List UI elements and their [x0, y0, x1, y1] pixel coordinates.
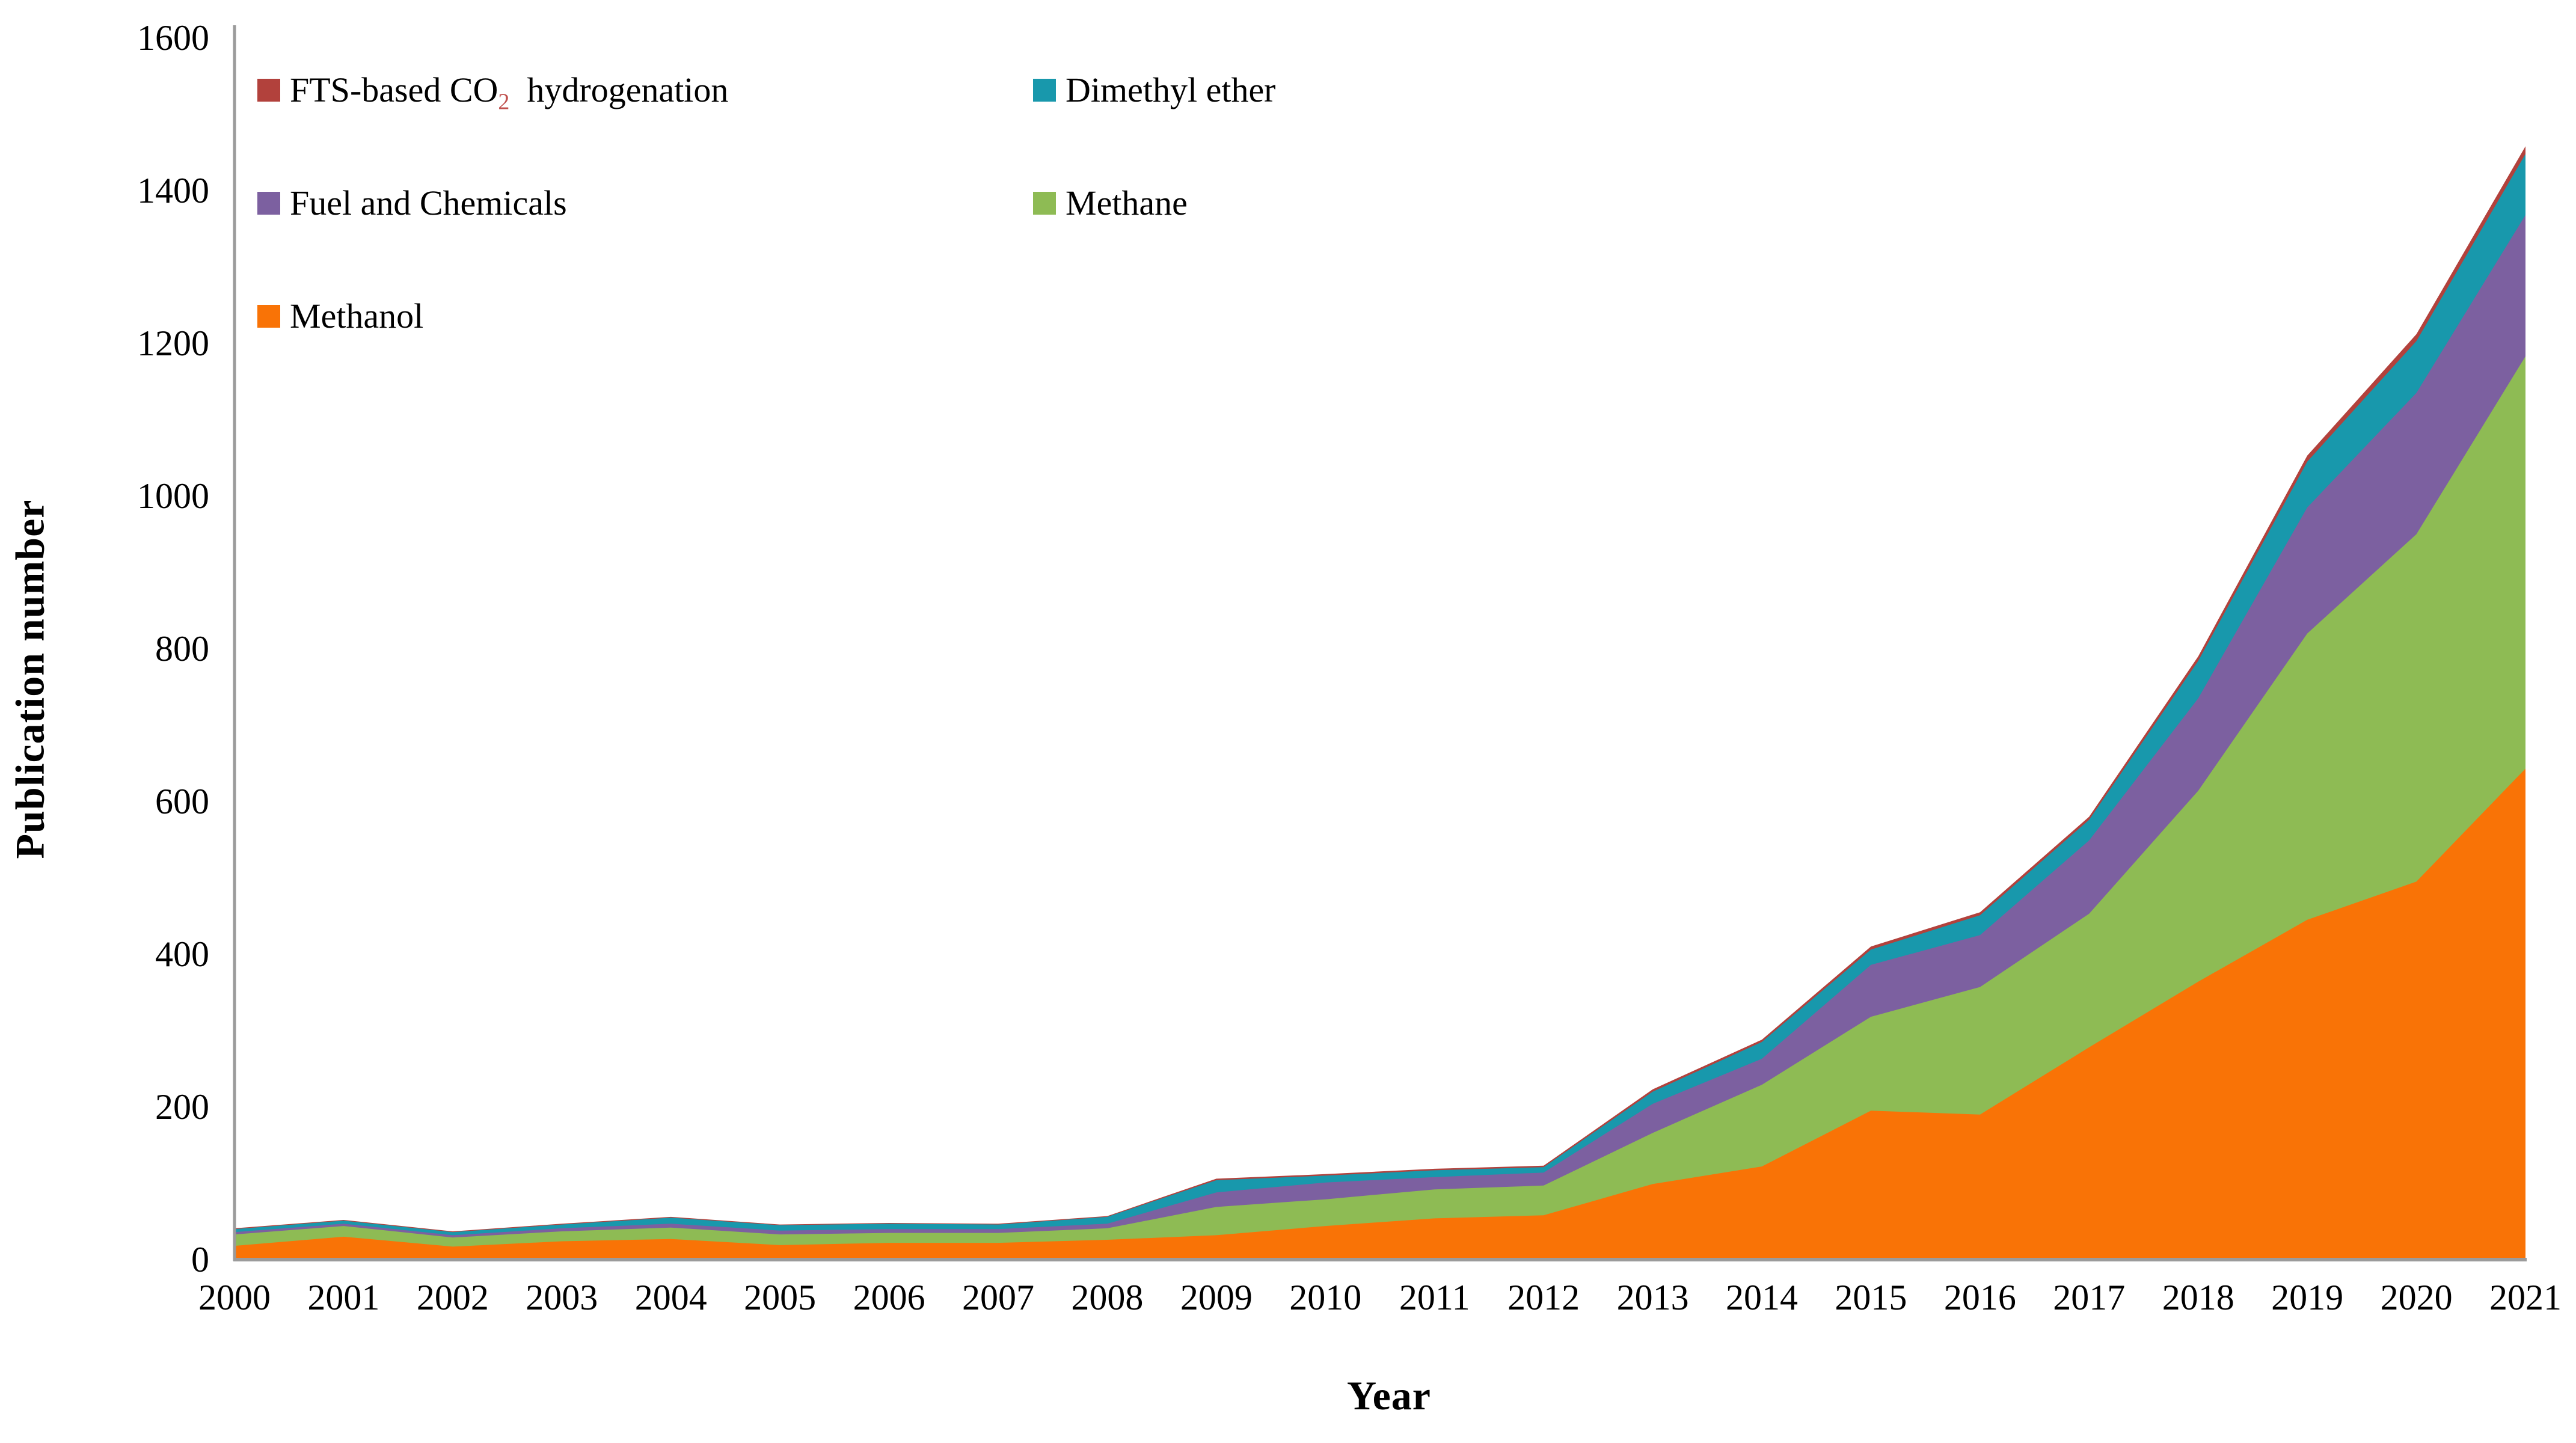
x-tick-2003: 2003: [526, 1278, 598, 1317]
y-tick-1600: 1600: [137, 18, 209, 58]
x-tick-2021: 2021: [2489, 1278, 2562, 1317]
legend-label: FTS-based CO2 hydrogenation: [290, 70, 729, 115]
x-tick-2020: 2020: [2380, 1278, 2453, 1317]
x-tick-2013: 2013: [1616, 1278, 1689, 1317]
x-tick-2014: 2014: [1726, 1278, 1798, 1317]
x-tick-2015: 2015: [1835, 1278, 1907, 1317]
area-methane: [235, 356, 2525, 1260]
x-tick-2019: 2019: [2271, 1278, 2344, 1317]
y-tick-800: 800: [155, 629, 209, 669]
x-tick-2000: 2000: [198, 1278, 271, 1317]
legend-swatch-icon: [257, 192, 280, 215]
y-tick-600: 600: [155, 782, 209, 821]
x-axis-title: Year: [1347, 1373, 1431, 1418]
legend-swatch-icon: [1033, 192, 1056, 215]
y-tick-0: 0: [191, 1240, 209, 1279]
legend-label: Methane: [1066, 183, 1188, 222]
x-tick-2008: 2008: [1071, 1278, 1144, 1317]
legend-item-dimethyl-ether: Dimethyl ether: [1033, 71, 1276, 109]
legend-swatch-icon: [257, 305, 280, 328]
x-tick-2018: 2018: [2162, 1278, 2234, 1317]
x-tick-2016: 2016: [1943, 1278, 2016, 1317]
y-tick-400: 400: [155, 934, 209, 974]
legend-swatch-icon: [1033, 79, 1056, 102]
y-tick-1000: 1000: [137, 476, 209, 516]
x-tick-2002: 2002: [416, 1278, 489, 1317]
x-tick-2006: 2006: [853, 1278, 925, 1317]
legend-item-fts-based-co2-hydrogenation: FTS-based CO2 hydrogenation: [257, 70, 729, 115]
x-tick-2007: 2007: [962, 1278, 1034, 1317]
legend-swatch-icon: [257, 79, 280, 102]
y-axis-title: Publication number: [7, 499, 53, 859]
chart-areas: [235, 146, 2525, 1260]
legend-item-methanol: Methanol: [257, 297, 423, 335]
legend-item-methane: Methane: [1033, 184, 1188, 222]
area-methanol: [235, 768, 2525, 1260]
x-tick-2004: 2004: [634, 1278, 707, 1317]
x-tick-2011: 2011: [1399, 1278, 1470, 1317]
x-tick-2017: 2017: [2053, 1278, 2126, 1317]
legend-label: Fuel and Chemicals: [290, 183, 567, 222]
y-tick-200: 200: [155, 1087, 209, 1127]
x-tick-2010: 2010: [1289, 1278, 1362, 1317]
y-tick-1400: 1400: [137, 171, 209, 210]
legend-item-fuel-and-chemicals: Fuel and Chemicals: [257, 184, 567, 222]
legend-label-subscript: 2: [498, 89, 510, 115]
x-tick-2009: 2009: [1180, 1278, 1253, 1317]
x-tick-2012: 2012: [1507, 1278, 1580, 1317]
legend-label: Methanol: [290, 296, 424, 335]
y-tick-1200: 1200: [137, 323, 209, 363]
x-tick-2001: 2001: [307, 1278, 380, 1317]
x-tick-2005: 2005: [744, 1278, 817, 1317]
legend-label: Dimethyl ether: [1066, 70, 1276, 109]
